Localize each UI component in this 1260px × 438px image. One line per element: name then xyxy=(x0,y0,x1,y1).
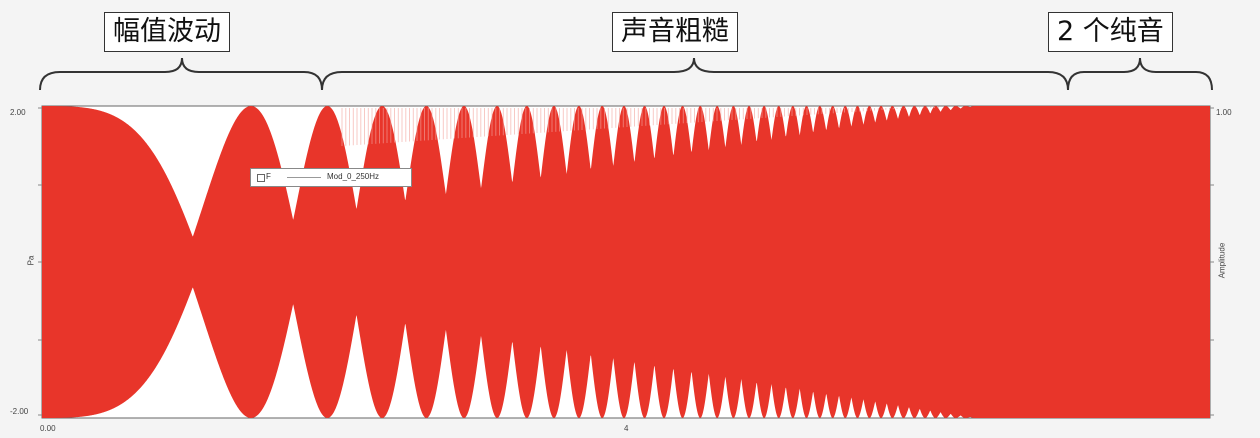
legend-line xyxy=(287,177,321,178)
legend: F Mod_0_250Hz xyxy=(250,168,412,187)
y-axis-title-right: Amplitude xyxy=(1217,242,1227,279)
y-tick-top-right: 1.00 xyxy=(1216,108,1232,117)
legend-entry-mod: Mod_0_250Hz xyxy=(327,172,380,181)
annotation-rough-sound: 声音粗糙 xyxy=(612,12,738,52)
brace-amplitude-fluctuation xyxy=(39,57,323,91)
y-tick-bottom-left: -2.00 xyxy=(10,407,29,416)
brace-two-pure-tones xyxy=(1067,57,1213,91)
x-tick-start: 0.00 xyxy=(40,424,56,433)
y-tick-top-left: 2.00 xyxy=(10,108,26,117)
legend-swatch xyxy=(257,174,265,182)
y-axis-title-left: Pa xyxy=(26,255,36,266)
legend-entry-f: F xyxy=(266,172,271,181)
brace-rough-sound xyxy=(321,57,1069,91)
left-axis-ticks xyxy=(38,107,42,416)
annotation-amplitude-fluctuation: 幅值波动 xyxy=(104,12,230,52)
right-axis-ticks xyxy=(1210,107,1214,416)
x-tick-mid: 4 xyxy=(624,424,629,433)
annotation-two-pure-tones: 2 个纯音 xyxy=(1048,12,1173,52)
